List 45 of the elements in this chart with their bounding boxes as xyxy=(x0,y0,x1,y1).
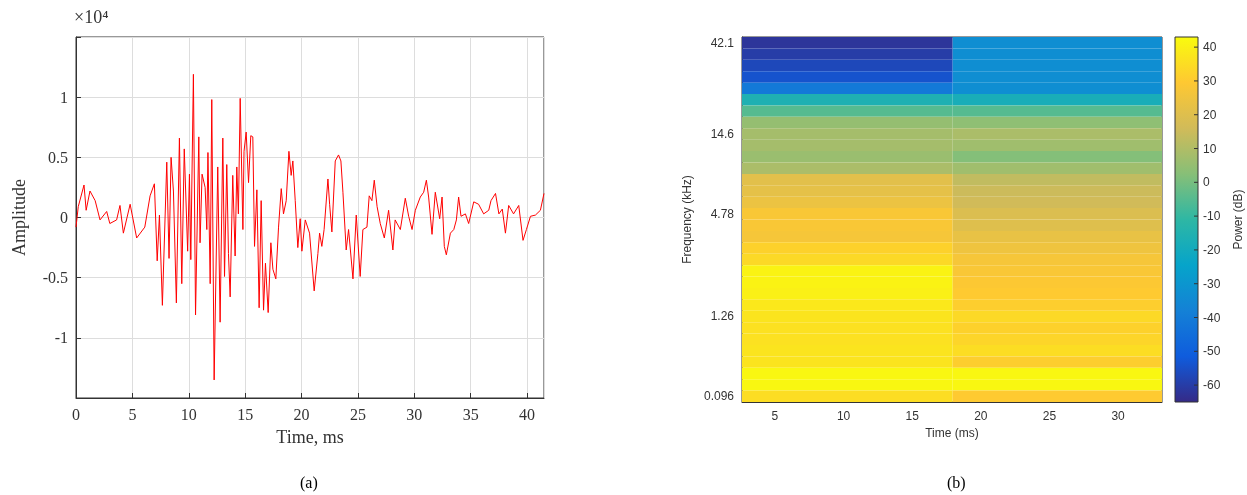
text: (b) xyxy=(947,473,966,492)
y-tick-label: 4.78 xyxy=(710,206,735,221)
x-axis-title: Time, ms xyxy=(276,427,344,447)
color-bar-title: Power (dB) xyxy=(1231,189,1245,250)
color-bar-label: 30 xyxy=(1203,73,1217,88)
x-tick-label: 0 xyxy=(72,405,80,423)
x-tick-label: 20 xyxy=(974,409,988,423)
x-tick-label: 5 xyxy=(128,405,137,423)
color-bar-label: -30 xyxy=(1203,276,1221,291)
x-tick-label: 40 xyxy=(519,405,536,423)
color-bar-label: -50 xyxy=(1203,344,1221,359)
x-tick-label: 15 xyxy=(237,405,254,423)
x-tick-label: 10 xyxy=(180,405,197,423)
x-tick-label: 30 xyxy=(406,405,423,423)
x-tick-label: 35 xyxy=(462,405,479,423)
x-tick-label: 10 xyxy=(836,409,851,423)
y-tick-label: 14.6 xyxy=(710,126,735,141)
text: ×10⁴ xyxy=(74,7,109,27)
text: (a) xyxy=(300,473,318,492)
x-tick-label: 30 xyxy=(1111,409,1126,423)
x-axis-title: Time (ms) xyxy=(925,425,979,440)
y-tick-label: -0.5 xyxy=(42,269,68,287)
y-tick-label: 0.096 xyxy=(703,389,735,404)
x-tick-label: 25 xyxy=(349,405,366,423)
x-tick-label: 15 xyxy=(905,409,920,423)
y-tick-label: -1 xyxy=(54,329,68,347)
y-tick-label: 0.5 xyxy=(48,148,68,166)
y-tick-label: 1.26 xyxy=(710,309,735,324)
color-bar-label: 10 xyxy=(1203,141,1217,156)
color-bar-label: 0 xyxy=(1203,175,1210,190)
x-tick-label: 20 xyxy=(293,405,310,423)
color-bar-label: -60 xyxy=(1203,378,1221,393)
color-bar-label: 20 xyxy=(1203,107,1217,122)
line-series xyxy=(75,73,545,381)
y-axis-title: Amplitude xyxy=(9,179,29,256)
y-tick-label: 1 xyxy=(60,88,68,106)
color-bar-label: -20 xyxy=(1203,242,1221,257)
x-tick-label: 5 xyxy=(771,409,779,423)
color-bar-label: -40 xyxy=(1203,310,1221,325)
color-bar-label: 40 xyxy=(1203,40,1217,55)
x-tick-label: 25 xyxy=(1042,409,1057,423)
y-tick-label: 0 xyxy=(60,209,68,226)
y-axis-title: Frequency (kHz) xyxy=(680,175,695,264)
y-tick-label: 42.1 xyxy=(710,35,735,50)
color-bar-label: -10 xyxy=(1203,209,1221,224)
